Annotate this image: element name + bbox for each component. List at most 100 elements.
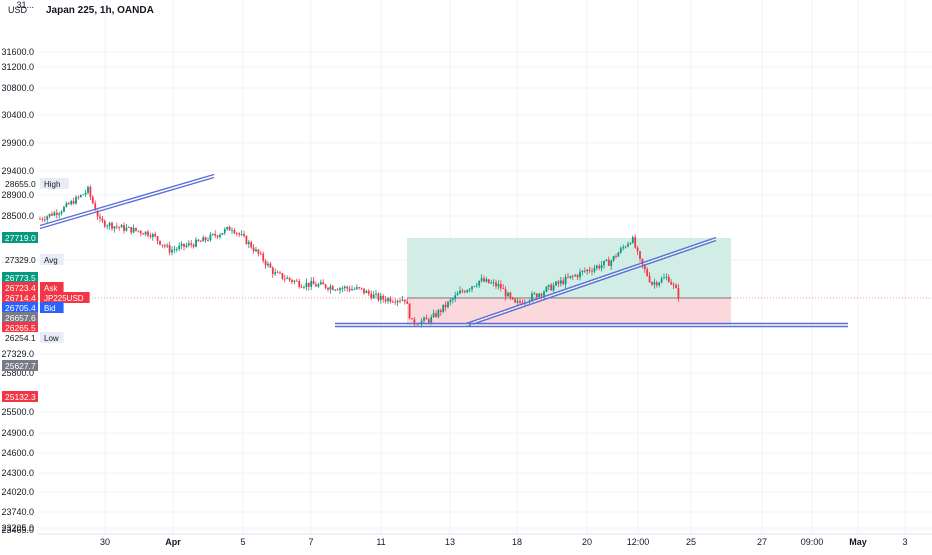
candle-body [514, 299, 517, 303]
x-tick-label: 18 [512, 537, 522, 547]
candle-body [264, 260, 267, 266]
candle-body [315, 284, 317, 287]
x-tick-label: 27 [757, 537, 767, 547]
candle-body [243, 234, 245, 237]
candle-body [195, 239, 197, 247]
price-label-badge [2, 322, 38, 333]
candle-body [603, 260, 605, 266]
candle-body [223, 229, 226, 234]
candle-body [209, 234, 212, 241]
price-label-badge [2, 302, 38, 313]
candle-body [454, 295, 457, 299]
candle-body [137, 230, 140, 232]
price-label-value: 26714.4 [5, 293, 36, 303]
candle-body [646, 269, 649, 276]
price-label-badge [2, 232, 38, 243]
candle-body [283, 278, 286, 280]
candle-body [293, 280, 296, 282]
candle-body [173, 249, 176, 251]
candle-body [605, 259, 608, 261]
candle-body [159, 240, 161, 245]
candle-body [343, 286, 346, 289]
price-label: 26705.4 Bid [2, 302, 64, 313]
horizontal-support-trendline[interactable] [335, 322, 848, 328]
candle-body [408, 303, 411, 319]
price-tag-bg [40, 302, 64, 313]
upper-left-channel-trendline[interactable] [39, 173, 215, 230]
candle-body [245, 236, 248, 245]
candle-body [557, 281, 560, 284]
candle-body [317, 284, 320, 287]
price-label-value: 26254.1 [5, 333, 36, 343]
candle-body [389, 298, 392, 302]
candle-body [286, 277, 289, 279]
candle-body [538, 293, 541, 298]
candle-body [403, 299, 406, 302]
candle-body [108, 222, 111, 226]
x-axis[interactable]: 30 Apr 5 7 11 13 18 20 12:00 25 27 09:00 May 3 [38, 533, 932, 547]
price-tag: Bid [44, 304, 56, 313]
candle-body [79, 194, 82, 197]
candle-body [667, 276, 670, 283]
candle-body [466, 290, 469, 293]
candle-body [447, 301, 449, 308]
candle-body [72, 201, 75, 204]
candle-body [610, 260, 613, 266]
chart-title: Japan 225, 1h, OANDA [46, 5, 154, 16]
candle-body [336, 289, 339, 291]
candle-body [631, 237, 634, 243]
x-tick-label: 3 [902, 537, 907, 547]
candle-body [151, 234, 154, 238]
candle-body [365, 290, 368, 294]
candle-body [291, 279, 293, 282]
candle-body [257, 249, 260, 254]
candle-body [543, 291, 545, 296]
candle-body [391, 301, 394, 303]
price-label: 25627.7 [2, 360, 38, 371]
candle-body [250, 242, 253, 248]
price-label-value: 28655.0 [5, 179, 36, 189]
price-label: 26254.1 Low [2, 332, 64, 343]
y-tick-label: 25500.0 [1, 407, 34, 417]
candle-body [271, 267, 274, 275]
candle-body [327, 287, 329, 290]
candle-body [89, 186, 92, 197]
candle-body [509, 292, 512, 298]
price-tag-bg [40, 254, 64, 265]
price-label-value: 26773.5 [5, 273, 36, 283]
support-rising-trendline[interactable] [465, 236, 717, 328]
price-label: 26773.5 [2, 272, 38, 283]
candle-body [567, 276, 569, 278]
candle-body [564, 276, 567, 285]
candle-body [665, 276, 668, 278]
candle-body [55, 212, 58, 215]
candle-body [478, 280, 481, 286]
y-axis[interactable]: 31600.0 31200.0 30800.0 30400.0 29900.0 29400… [1, 0, 34, 535]
candle-body [670, 282, 673, 285]
candle-body [672, 284, 675, 286]
price-label: 26723.4 Ask [2, 282, 64, 293]
x-tick-label: Apr [165, 537, 181, 547]
candle-body [439, 310, 442, 312]
y-tick-label: 27329.0 [1, 349, 34, 359]
candle-body [382, 295, 385, 300]
candle-body [591, 270, 593, 272]
candle-body [48, 213, 51, 217]
candle-body [39, 218, 41, 220]
loss-zone [407, 298, 731, 325]
candle-body [228, 226, 231, 231]
y-tick-label: 30800.0 [1, 83, 34, 93]
candle-body [516, 301, 519, 303]
y-tick-label: 24900.0 [1, 428, 34, 438]
trendlines[interactable] [39, 173, 848, 328]
candle-body [581, 270, 584, 272]
candle-body [600, 265, 603, 269]
price-label-badge [2, 312, 38, 323]
price-label-value: 27329.0 [5, 255, 36, 265]
candle-body [593, 268, 596, 272]
candle-body [91, 196, 94, 204]
candle-body [653, 282, 656, 285]
candle-body [60, 211, 63, 214]
